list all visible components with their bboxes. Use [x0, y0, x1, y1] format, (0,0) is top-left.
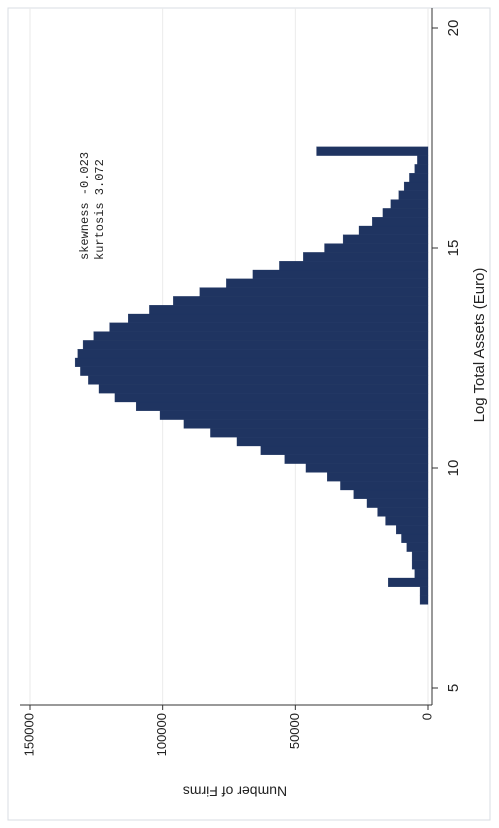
bar — [74, 357, 429, 367]
bar — [382, 208, 429, 218]
bar — [128, 313, 429, 323]
bar — [98, 384, 429, 394]
bar — [305, 463, 429, 473]
x-tick-label: 5 — [445, 684, 462, 692]
bar — [353, 489, 429, 499]
bar — [88, 375, 429, 385]
bar — [82, 340, 429, 350]
bar — [226, 278, 429, 288]
bar — [358, 225, 429, 235]
y-tick-label: 100000 — [154, 713, 169, 756]
annotation: kurtosis 3.072 — [93, 159, 107, 260]
bar — [210, 428, 429, 438]
bar — [252, 269, 429, 279]
bar — [316, 146, 429, 156]
bar — [303, 252, 429, 262]
bar — [403, 181, 429, 191]
bar — [388, 577, 429, 587]
bar — [398, 190, 429, 200]
bar — [236, 437, 429, 447]
bar — [109, 322, 429, 332]
bar — [199, 287, 429, 297]
bar — [411, 551, 429, 561]
bar — [406, 542, 429, 552]
x-axis-title: Log Total Assets (Euro) — [471, 268, 488, 423]
bar — [417, 155, 429, 165]
bar — [372, 217, 429, 227]
bar — [149, 305, 429, 315]
bar — [327, 472, 429, 482]
bar — [279, 261, 429, 271]
rotated-plot: Log Total Assets (Euro) Number of Firms … — [20, 8, 488, 799]
bar — [411, 560, 429, 570]
bar — [419, 595, 429, 605]
bar — [284, 454, 429, 464]
bar — [183, 419, 429, 429]
annotation: skewness -0.023 — [78, 152, 92, 260]
bar — [419, 586, 429, 596]
bar — [390, 199, 429, 209]
bar — [93, 331, 429, 341]
y-axis-title: Number of Firms — [183, 783, 287, 799]
bar — [414, 164, 429, 174]
bar — [159, 410, 429, 420]
bar — [340, 481, 429, 491]
bar — [80, 366, 429, 376]
bar — [401, 533, 429, 543]
bar — [135, 401, 429, 411]
bar — [173, 296, 429, 306]
bar — [324, 243, 429, 253]
y-tick-label: 150000 — [21, 713, 36, 756]
x-tick-label: 20 — [445, 20, 462, 37]
x-tick-label: 10 — [445, 460, 462, 477]
y-tick-label: 50000 — [287, 713, 302, 749]
bar — [396, 525, 429, 535]
bar — [409, 173, 429, 183]
x-tick-label: 15 — [445, 240, 462, 257]
bar — [414, 569, 429, 579]
bar — [77, 349, 429, 359]
bar — [342, 234, 429, 244]
frame — [7, 7, 491, 821]
bar — [114, 393, 429, 403]
bar — [260, 445, 429, 455]
bar — [366, 498, 429, 508]
bar — [385, 516, 429, 526]
bar — [377, 507, 429, 517]
y-tick-label: 0 — [419, 713, 434, 720]
